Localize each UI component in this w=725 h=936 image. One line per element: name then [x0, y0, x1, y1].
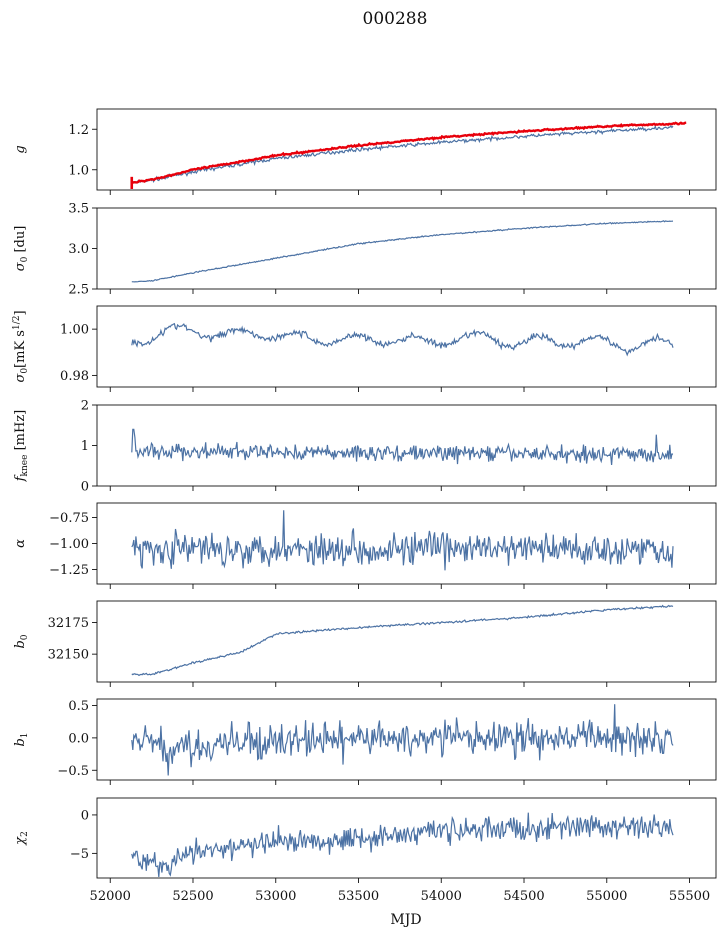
x-tick-label: 55000	[586, 889, 627, 904]
y-axis-label-chi2: χ2	[13, 831, 30, 846]
y-tick-label-alpha: −1.00	[49, 537, 89, 552]
panel-sigma0-du: 2.5 3.0 3.5 σ0 [du]	[13, 202, 717, 298]
y-axis-label-b1: b1	[13, 732, 30, 746]
series-line-chi2-measured	[131, 812, 674, 878]
y-tick-label-b1: 0.5	[68, 699, 89, 714]
x-tick-label: 54500	[503, 889, 544, 904]
panel-frame-b0	[96, 600, 717, 683]
x-tick-label: 53500	[338, 889, 379, 904]
y-tick-label-sigma0-du: 3.0	[68, 242, 89, 257]
x-tick-label: 55500	[669, 889, 710, 904]
y-tick-label-b1: −0.5	[57, 764, 89, 779]
y-axis-label-fknee: fknee [mHz]	[13, 410, 30, 483]
y-axis-label-g: g	[13, 145, 28, 153]
panel-frame-alpha	[96, 502, 717, 585]
series-line-b0-measured	[131, 604, 674, 677]
y-axis-label-sigma0-mk: σ0[mK s1/2]	[12, 310, 30, 382]
y-axis-label-alpha: α	[13, 539, 28, 548]
series-line-alpha-measured	[131, 510, 674, 571]
panel-g: 1.0 1.2 g	[13, 108, 717, 195]
panel-b1: −0.5 0.0 0.5 b1	[13, 698, 717, 785]
y-tick-label-fknee: 2	[81, 399, 89, 414]
figure-title: 000288	[363, 9, 428, 29]
panel-sigma0-mk: 0.98 1.00 σ0[mK s1/2]	[12, 305, 717, 392]
shared-x-axis: 52000 52500 53000 53500 54000 54500 55000 55500	[90, 889, 711, 904]
y-tick-label-alpha: −1.25	[49, 563, 89, 578]
panel-b0: 32150 32175 b0	[13, 600, 717, 687]
x-tick-label: 52000	[90, 889, 131, 904]
panel-alpha: −1.25 −1.00 −0.75 α	[13, 502, 717, 589]
series-line-sigma0-du-measured	[131, 220, 674, 283]
series-line-g-fit	[131, 121, 687, 184]
x-tick-label: 52500	[172, 889, 213, 904]
y-tick-label-fknee: 0	[81, 480, 89, 495]
series-line-fknee-measured	[131, 428, 674, 466]
y-axis-label-b0: b0	[13, 634, 30, 648]
subplot-stack: 1.0 1.2 g 2.5 3.0 3.5 σ0 [du] 0.98 1.00 σ0[mK s1/…	[12, 108, 717, 883]
panel-chi2: −5 0 χ2	[13, 797, 717, 883]
panel-frame-chi2	[96, 797, 717, 879]
panel-fknee: 0 1 2 fknee [mHz]	[13, 399, 717, 495]
y-tick-label-fknee: 1	[81, 439, 89, 454]
x-tick-label: 53000	[255, 889, 296, 904]
x-axis-label: MJD	[390, 912, 421, 928]
y-tick-label-b0: 32150	[48, 648, 89, 663]
panel-frame-fknee	[96, 404, 717, 487]
y-tick-label-chi2: −5	[70, 847, 89, 862]
y-tick-label-g: 1.0	[68, 163, 89, 178]
y-tick-label-chi2: 0	[81, 808, 89, 823]
panel-frame-g	[96, 108, 717, 191]
y-axis-label-sigma0-du: σ0 [du]	[13, 226, 30, 272]
x-tick-label: 54000	[421, 889, 462, 904]
y-tick-label-sigma0-mk: 0.98	[60, 369, 89, 384]
series-line-g-measured	[131, 124, 674, 185]
y-tick-label-b1: 0.0	[68, 731, 89, 746]
y-tick-label-sigma0-du: 2.5	[68, 283, 89, 298]
y-tick-label-alpha: −0.75	[49, 511, 89, 526]
y-tick-label-b0: 32175	[48, 616, 89, 631]
series-line-sigma0-mk-measured	[131, 322, 674, 357]
panel-frame-sigma0-du	[96, 207, 717, 290]
panel-frame-sigma0-mk	[96, 305, 717, 388]
y-tick-label-sigma0-mk: 1.00	[60, 323, 89, 338]
panel-frame-b1	[96, 698, 717, 781]
series-line-b1-measured	[131, 704, 674, 776]
y-tick-label-sigma0-du: 3.5	[68, 202, 89, 217]
y-tick-label-g: 1.2	[68, 123, 89, 138]
